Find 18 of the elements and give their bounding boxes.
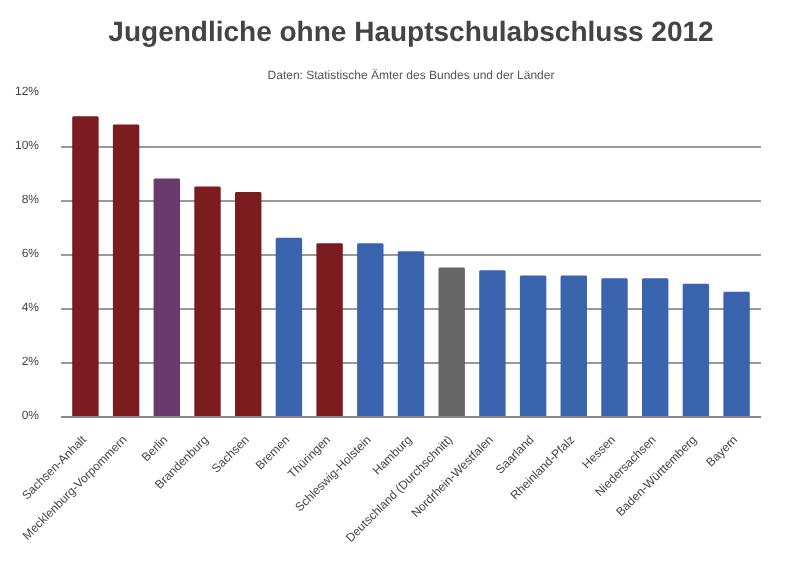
bar <box>397 251 425 417</box>
bar <box>153 178 181 417</box>
bar <box>194 186 221 417</box>
chart-title: Jugendliche ohne Hauptschulabschluss 2012 <box>108 15 715 47</box>
bar <box>72 116 99 417</box>
bar <box>519 275 547 417</box>
bar <box>112 124 140 417</box>
bar <box>682 283 710 417</box>
bar <box>438 267 465 417</box>
bar <box>316 243 343 417</box>
bar <box>479 270 506 417</box>
bar <box>357 243 384 417</box>
bar <box>641 278 669 417</box>
bar <box>235 191 262 417</box>
bar <box>723 291 750 417</box>
bar <box>601 278 628 417</box>
bar <box>275 237 303 417</box>
bar <box>560 275 587 417</box>
